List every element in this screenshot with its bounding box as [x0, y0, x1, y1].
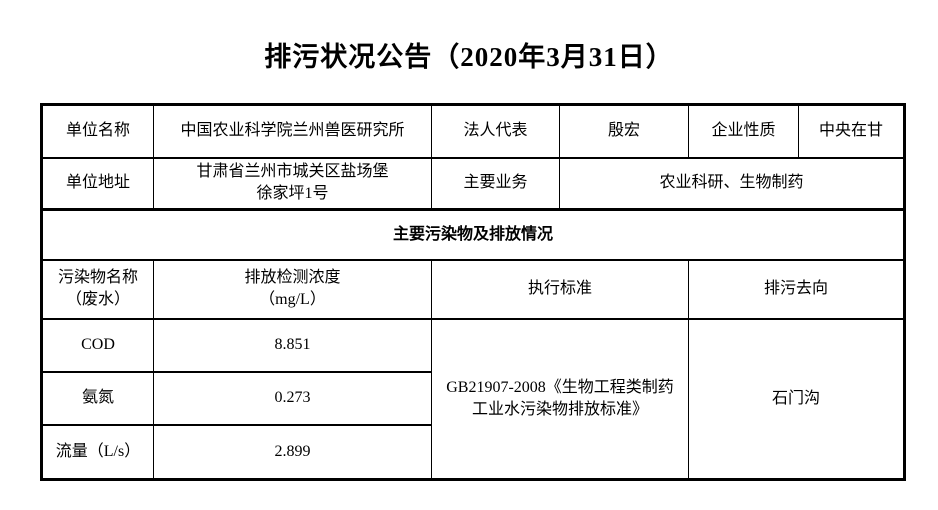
- concentration-value-cell: 8.851: [153, 318, 432, 373]
- enterprise-nature-label: 企业性质: [688, 104, 799, 159]
- pollutant-name-cell: COD: [41, 318, 154, 373]
- unit-info-row-2: 单位地址 甘肃省兰州市城关区盐场堡 徐家坪1号 主要业务 农业科研、生物制药: [41, 157, 905, 211]
- pollutant-row-cod: COD 8.851 GB21907-2008《生物工程类制药 工业水污染物排放标…: [41, 318, 905, 481]
- pollutant-name-cell: 流量（L/s）: [41, 424, 154, 481]
- standard-value-cell: GB21907-2008《生物工程类制药 工业水污染物排放标准》: [431, 318, 689, 481]
- col-header-standard: 执行标准: [431, 259, 689, 320]
- concentration-value-cell: 2.899: [153, 424, 432, 481]
- legal-rep-label: 法人代表: [431, 104, 560, 159]
- unit-name-value: 中国农业科学院兰州兽医研究所: [153, 104, 432, 159]
- col-header-concentration: 排放检测浓度 （mg/L）: [153, 259, 432, 320]
- concentration-value-cell: 0.273: [153, 371, 432, 426]
- pollutant-name-cell: 氨氮: [41, 371, 154, 426]
- page-title: 排污状况公告（2020年3月31日）: [264, 42, 674, 72]
- section-header-row: 主要污染物及排放情况: [41, 209, 905, 261]
- destination-value-cell: 石门沟: [688, 318, 905, 481]
- main-business-value: 农业科研、生物制药: [559, 157, 905, 211]
- section-header: 主要污染物及排放情况: [41, 209, 905, 261]
- unit-info-row-1: 单位名称 中国农业科学院兰州兽医研究所 法人代表 殷宏 企业性质 中央在甘: [41, 104, 905, 159]
- unit-address-value: 甘肃省兰州市城关区盐场堡 徐家坪1号: [153, 157, 432, 211]
- pollutant-row-flow: 流量（L/s） 2.899: [41, 424, 905, 481]
- unit-address-label: 单位地址: [41, 157, 154, 211]
- legal-rep-value: 殷宏: [559, 104, 689, 159]
- pollutant-row-ammonia: 氨氮 0.273: [41, 371, 905, 426]
- main-business-label: 主要业务: [431, 157, 560, 211]
- pollutant-header-row: 污染物名称 （废水） 排放检测浓度 （mg/L） 执行标准 排污去向: [41, 259, 905, 320]
- enterprise-nature-value: 中央在甘: [798, 104, 905, 159]
- col-header-destination: 排污去向: [688, 259, 905, 320]
- unit-name-label: 单位名称: [41, 104, 154, 159]
- announcement-table: 单位名称 中国农业科学院兰州兽医研究所 法人代表 殷宏 企业性质 中央在甘 单位…: [40, 103, 906, 481]
- col-header-pollutant-name: 污染物名称 （废水）: [41, 259, 154, 320]
